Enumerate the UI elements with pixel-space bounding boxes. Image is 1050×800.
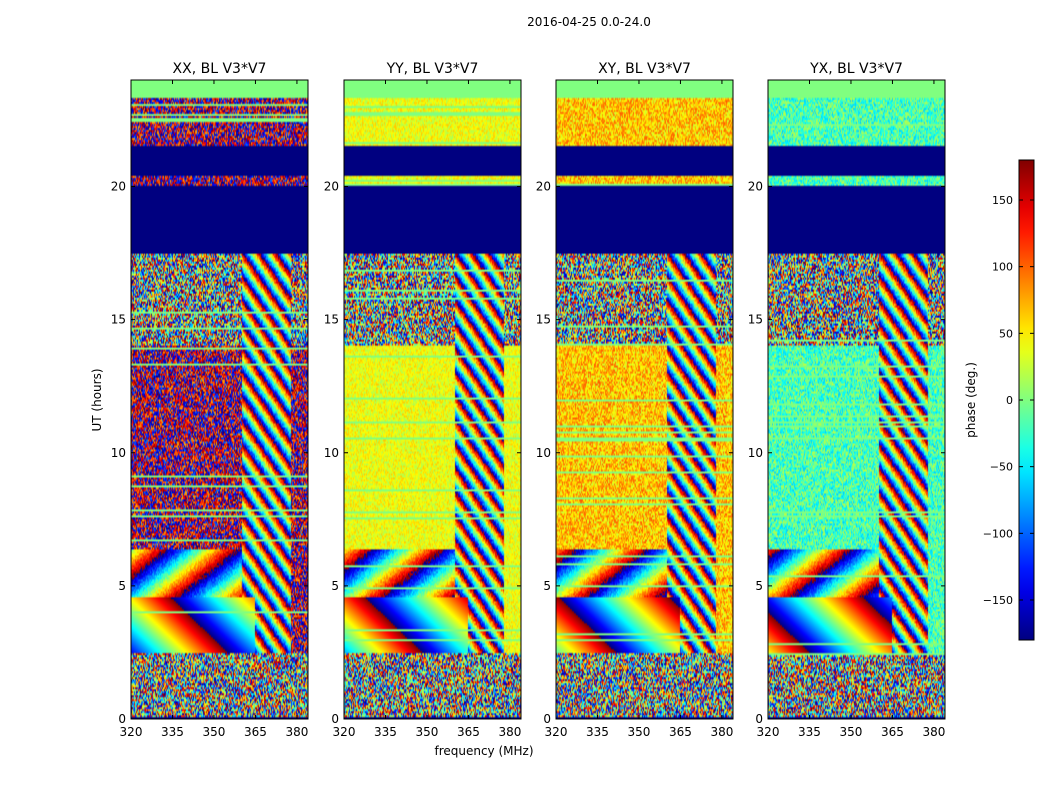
x-tick-label: 320: [333, 725, 356, 739]
x-tick-label: 365: [244, 725, 267, 739]
x-tick-label: 320: [757, 725, 780, 739]
y-tick-label: 15: [536, 313, 551, 327]
y-tick-label: 15: [111, 313, 126, 327]
colorbar-tick-label: 100: [992, 261, 1013, 274]
x-axis-label: frequency (MHz): [434, 744, 533, 758]
x-tick-label: 350: [628, 725, 651, 739]
y-tick-label: 5: [118, 579, 126, 593]
x-tick-label: 350: [840, 725, 863, 739]
colorbar-tick-label: −50: [990, 461, 1013, 474]
x-tick-label: 320: [120, 725, 143, 739]
y-tick-label: 5: [755, 579, 763, 593]
y-tick-label: 0: [755, 712, 763, 726]
colorbar-tick-label: −150: [983, 594, 1013, 607]
x-tick-label: 350: [203, 725, 226, 739]
panel-frame: [343, 79, 522, 720]
x-tick-label: 335: [586, 725, 609, 739]
x-tick-label: 365: [457, 725, 480, 739]
colorbar-tick-label: 150: [992, 194, 1013, 207]
x-tick-label: 365: [881, 725, 904, 739]
panel-frame: [767, 79, 946, 720]
colorbar-tick-label: 0: [1006, 394, 1013, 407]
y-tick-label: 0: [543, 712, 551, 726]
phase-heatmap: [131, 80, 308, 719]
panel-1: XX, BL V3*V7 320 335 350 365 380 0 5 10 15 20: [111, 61, 309, 739]
panel-frame: [555, 79, 734, 720]
panel-title: XY, BL V3*V7: [598, 61, 691, 77]
y-tick-label: 20: [324, 180, 339, 194]
colorbar-label: phase (deg.): [964, 362, 978, 438]
colorbar-tick-label: −100: [983, 527, 1013, 540]
y-tick-label: 0: [331, 712, 339, 726]
x-tick-label: 380: [710, 725, 733, 739]
y-tick-label: 10: [536, 446, 551, 460]
y-tick-label: 20: [748, 180, 763, 194]
x-tick-label: 380: [922, 725, 945, 739]
panel-title: XX, BL V3*V7: [173, 61, 267, 77]
colorbar-tick-label: 50: [999, 327, 1013, 340]
y-tick-label: 5: [331, 579, 339, 593]
panel-4: YX, BL V3*V7 320 335 350 365 380 0 5 10 15 20: [748, 61, 946, 739]
phase-heatmap: [556, 80, 733, 719]
colorbar: −150 −100 −50 0 50 100 150: [983, 159, 1035, 641]
y-axis-label: UT (hours): [90, 368, 104, 431]
y-tick-label: 20: [111, 180, 126, 194]
x-tick-label: 335: [798, 725, 821, 739]
x-tick-label: 365: [669, 725, 692, 739]
x-tick-label: 350: [416, 725, 439, 739]
y-tick-label: 20: [536, 180, 551, 194]
y-tick-label: 15: [324, 313, 339, 327]
x-tick-label: 380: [498, 725, 521, 739]
y-tick-label: 15: [748, 313, 763, 327]
x-tick-label: 335: [161, 725, 184, 739]
y-tick-label: 5: [543, 579, 551, 593]
panel-frame: [130, 79, 309, 720]
panel-title: YY, BL V3*V7: [386, 61, 479, 77]
x-tick-label: 320: [545, 725, 568, 739]
y-tick-label: 10: [111, 446, 126, 460]
y-tick-label: 0: [118, 712, 126, 726]
y-tick-label: 10: [324, 446, 339, 460]
panel-2: YY, BL V3*V7 320 335 350 365 380 0 5 10 15 20: [324, 61, 522, 739]
phase-heatmap: [768, 80, 945, 719]
figure-title: 2016-04-25 0.0-24.0: [527, 15, 651, 29]
y-tick-label: 10: [748, 446, 763, 460]
phase-heatmap: [344, 80, 521, 719]
panel-3: XY, BL V3*V7 320 335 350 365 380 0 5 10 15 20: [536, 61, 734, 739]
panel-title: YX, BL V3*V7: [809, 61, 903, 77]
x-tick-label: 335: [374, 725, 397, 739]
x-tick-label: 380: [285, 725, 308, 739]
